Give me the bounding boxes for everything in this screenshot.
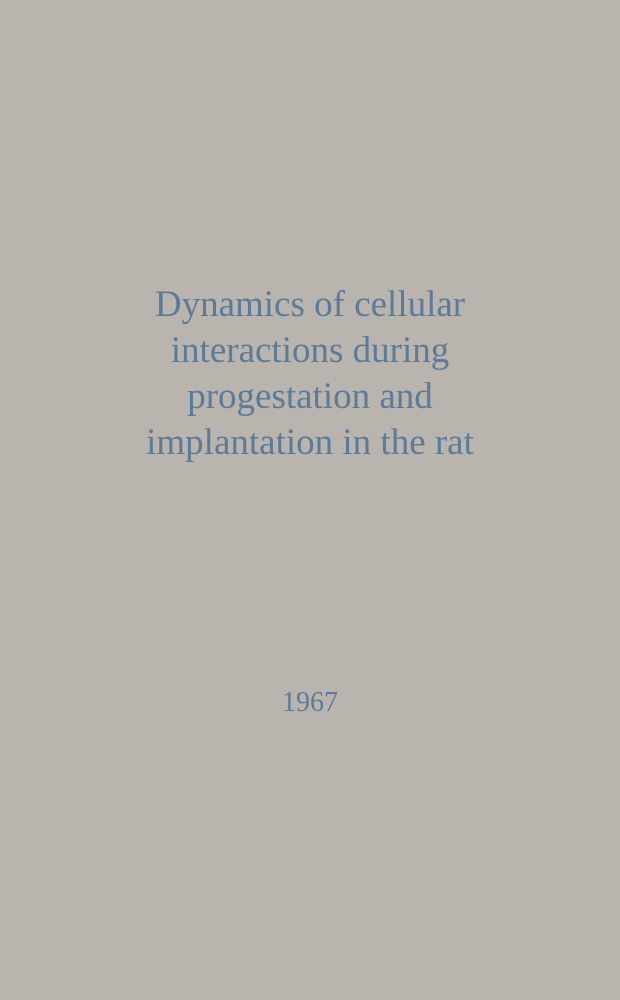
- document-title: Dynamics of cellular interactions during…: [90, 282, 530, 467]
- document-cover: Dynamics of cellular interactions during…: [70, 282, 550, 719]
- document-year: 1967: [90, 687, 530, 719]
